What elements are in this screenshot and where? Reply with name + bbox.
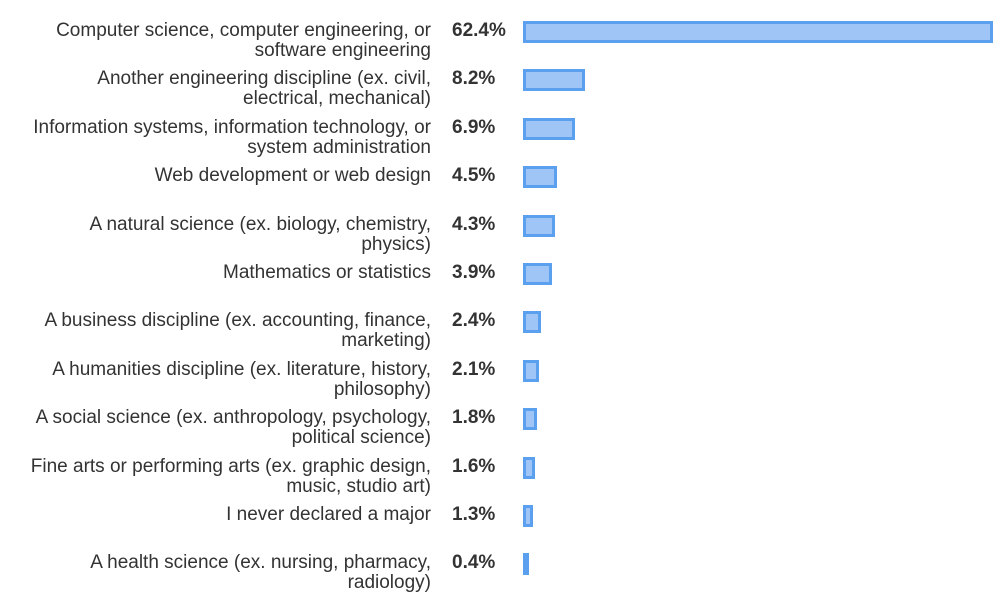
- bar-row: A humanities discipline (ex. literature,…: [0, 358, 1008, 408]
- value-label: 0.4%: [452, 552, 496, 574]
- category-label: Another engineering discipline (ex. civi…: [1, 69, 431, 109]
- bar: [523, 166, 557, 189]
- category-label: A humanities discipline (ex. literature,…: [1, 358, 431, 400]
- category-label: Computer science, computer engineering, …: [1, 21, 431, 61]
- category-label-line: Mathematics or statistics: [223, 262, 431, 283]
- category-label: Fine arts or performing arts (ex. graphi…: [1, 455, 431, 497]
- bar: [523, 456, 536, 479]
- value-label: 4.3%: [452, 213, 496, 235]
- bar: [523, 553, 529, 576]
- bar: [523, 359, 539, 382]
- bar: [523, 21, 993, 43]
- category-label-line: A natural science (ex. biology, chemistr…: [89, 213, 431, 235]
- category-label-line: music, studio art): [286, 475, 431, 497]
- bar-row: Information systems, information technol…: [0, 116, 1008, 166]
- category-label-line: marketing): [341, 330, 431, 352]
- category-label-line: radiology): [347, 572, 431, 594]
- category-label-line: physics): [361, 233, 431, 255]
- category-label-line: Web development or web design: [154, 165, 431, 187]
- category-label-line: Another engineering discipline (ex. civi…: [97, 68, 431, 90]
- bar: [523, 505, 533, 527]
- category-label-line: system administration: [247, 136, 431, 158]
- bar-row: A business discipline (ex. accounting, f…: [0, 311, 1008, 359]
- category-label-line: political science): [291, 427, 431, 449]
- category-label: A health science (ex. nursing, pharmacy,…: [1, 553, 431, 593]
- value-label: 4.5%: [452, 165, 496, 187]
- value-label: 6.9%: [452, 116, 496, 138]
- bar: [523, 263, 553, 285]
- category-label-line: A business discipline (ex. accounting, f…: [44, 310, 431, 332]
- value-label: 1.6%: [452, 455, 496, 477]
- category-label-line: philosophy): [333, 378, 431, 400]
- category-label: I never declared a major: [1, 505, 431, 525]
- category-label: Information systems, information technol…: [1, 116, 431, 158]
- value-label: 1.3%: [452, 504, 496, 525]
- category-label-line: A health science (ex. nursing, pharmacy,: [90, 552, 431, 574]
- bar-row: Another engineering discipline (ex. civi…: [0, 69, 1008, 117]
- value-label: 3.9%: [452, 262, 496, 283]
- bar: [523, 117, 575, 140]
- value-label: 2.4%: [452, 310, 496, 332]
- value-label: 2.1%: [452, 358, 496, 380]
- category-label: A business discipline (ex. accounting, f…: [1, 311, 431, 351]
- value-label: 1.8%: [452, 407, 496, 429]
- category-label-line: A social science (ex. anthropology, psyc…: [35, 407, 431, 429]
- bar-row: Fine arts or performing arts (ex. graphi…: [0, 455, 1008, 505]
- value-label: 8.2%: [452, 68, 496, 90]
- category-label-line: software engineering: [254, 40, 431, 61]
- bar: [523, 69, 585, 92]
- bar: [523, 311, 542, 334]
- bar: [523, 214, 556, 237]
- category-label: A social science (ex. anthropology, psyc…: [1, 408, 431, 448]
- bar-row: Web development or web design 4.5%: [0, 166, 1008, 214]
- bar-row: A natural science (ex. biology, chemistr…: [0, 213, 1008, 263]
- category-label-line: Computer science, computer engineering, …: [56, 20, 431, 41]
- category-label-line: Fine arts or performing arts (ex. graphi…: [30, 455, 431, 477]
- value-label: 62.4%: [452, 20, 506, 41]
- category-label-line: I never declared a major: [226, 504, 431, 525]
- bar: [523, 408, 537, 431]
- category-label: Web development or web design: [1, 166, 431, 186]
- category-label: Mathematics or statistics: [1, 263, 431, 283]
- bar-row: A health science (ex. nursing, pharmacy,…: [0, 553, 1008, 601]
- bar-row: I never declared a major 1.3%: [0, 505, 1008, 553]
- category-label-line: electrical, mechanical): [243, 88, 431, 110]
- category-label: A natural science (ex. biology, chemistr…: [1, 213, 431, 255]
- category-label-line: Information systems, information technol…: [33, 116, 431, 138]
- bar-row: Mathematics or statistics 3.9%: [0, 263, 1008, 311]
- bar-row: A social science (ex. anthropology, psyc…: [0, 408, 1008, 456]
- bar-row: Computer science, computer engineering, …: [0, 21, 1008, 69]
- category-label-line: A humanities discipline (ex. literature,…: [52, 358, 431, 380]
